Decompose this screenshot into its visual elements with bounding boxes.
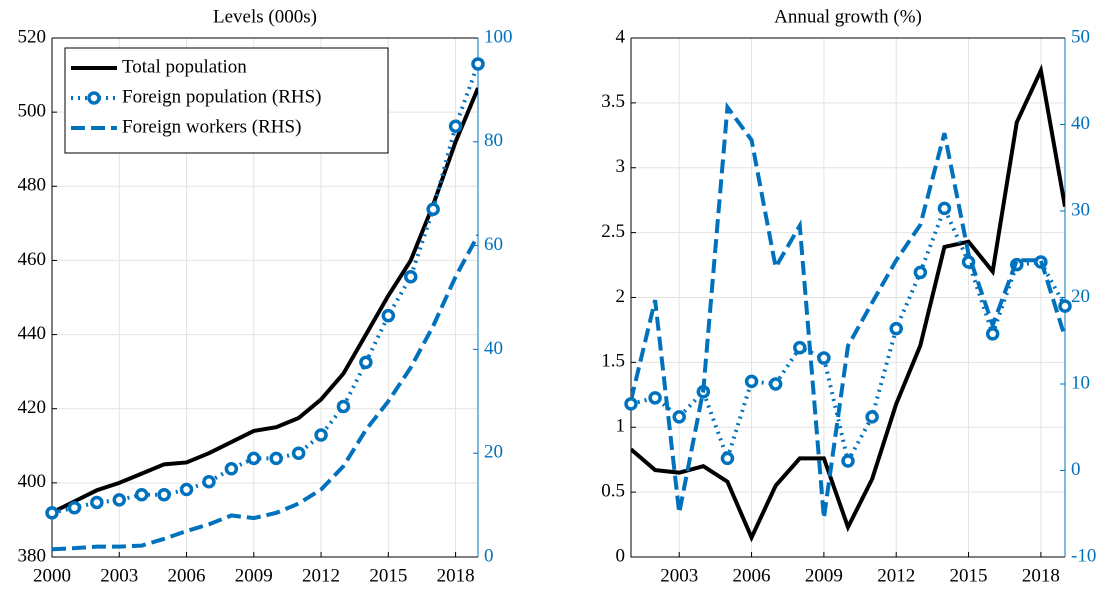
series-marker <box>67 500 82 515</box>
series-marker <box>426 202 440 217</box>
axis-box <box>51 37 478 558</box>
legend-label: Total population <box>122 56 247 77</box>
y2-tick-label: 40 <box>1071 113 1090 134</box>
y2-tick-label: 100 <box>484 26 513 47</box>
series-marker <box>247 451 261 466</box>
series-line <box>52 234 478 552</box>
series-marker <box>179 482 194 497</box>
series-marker <box>202 474 216 489</box>
chart-title: Levels (000s) <box>213 6 317 27</box>
series-marker <box>672 410 686 424</box>
series-marker <box>403 269 418 284</box>
series-line <box>52 87 478 515</box>
series-marker <box>865 410 879 424</box>
series-marker <box>336 399 351 414</box>
y2-tick-label: 80 <box>484 130 503 151</box>
y-tick-label: 3 <box>616 156 626 177</box>
series-marker <box>359 355 373 370</box>
series-marker <box>889 321 903 336</box>
y-tick-label: 420 <box>18 397 47 418</box>
y-tick-label: 0.5 <box>601 480 625 501</box>
legend-label: Foreign workers (RHS) <box>122 116 301 137</box>
series-marker <box>768 377 783 391</box>
series-marker <box>448 119 463 133</box>
panel: Annual growth (%)2003 2006 2009 2012 2015 201… <box>601 6 1096 586</box>
x-tick-label: 2012 <box>877 565 915 586</box>
series-marker <box>269 451 283 466</box>
y-tick-label: 440 <box>18 323 47 344</box>
y-tick-label: 2.5 <box>601 221 625 242</box>
y-tick-label: 1 <box>616 416 626 437</box>
y-tick-label: 2 <box>616 286 626 307</box>
x-tick-label: 2003 <box>660 565 698 586</box>
y-tick-label: 4 <box>616 26 626 47</box>
y2-tick-label: 50 <box>1071 26 1090 47</box>
y2-tick-label: 40 <box>484 338 503 359</box>
axis-box <box>630 37 1065 558</box>
x-tick-label: 2015 <box>950 565 988 586</box>
series-marker <box>744 374 759 389</box>
series-marker <box>134 487 149 502</box>
series-marker <box>112 493 127 507</box>
y2-tick-label: 10 <box>1071 372 1090 393</box>
series-marker <box>937 201 952 216</box>
y-tick-label: 380 <box>18 545 47 566</box>
series-marker <box>793 340 807 355</box>
y2-tick-label: 20 <box>484 442 503 463</box>
y2-tick-label: 30 <box>1071 199 1090 220</box>
panel: Levels (000s)2000 2003 2006 2009 2012 2015 201… <box>18 6 513 586</box>
x-tick-label: 2012 <box>302 565 340 586</box>
series-marker <box>314 428 328 442</box>
x-tick-label: 2018 <box>437 565 475 586</box>
series-marker <box>720 451 735 466</box>
x-tick-label: 2006 <box>168 565 206 586</box>
series-marker <box>291 446 306 460</box>
series-marker <box>471 57 485 71</box>
series-marker <box>648 391 662 405</box>
x-tick-label: 2009 <box>805 565 843 586</box>
y2-tick-label: -10 <box>1071 545 1096 566</box>
series-marker <box>157 487 171 502</box>
y2-tick-label: 60 <box>484 234 503 255</box>
series-marker <box>913 265 928 280</box>
series-marker <box>841 454 855 468</box>
y-tick-label: 520 <box>18 26 47 47</box>
y-tick-label: 460 <box>18 249 47 270</box>
x-tick-label: 2000 <box>33 565 71 586</box>
series-marker <box>45 506 59 520</box>
x-tick-label: 2015 <box>369 565 407 586</box>
legend-box <box>64 47 389 154</box>
series-line <box>631 101 1065 519</box>
y-tick-label: 500 <box>18 101 47 122</box>
chart-title: Annual growth (%) <box>774 6 922 27</box>
y-tick-label: 1.5 <box>601 351 625 372</box>
y-tick-label: 3.5 <box>601 91 625 112</box>
y-tick-label: 400 <box>18 471 47 492</box>
legend-label: Foreign population (RHS) <box>122 86 322 107</box>
y2-tick-label: 0 <box>1071 459 1081 480</box>
y2-tick-label: 0 <box>484 545 494 566</box>
x-tick-label: 2003 <box>100 565 138 586</box>
x-tick-label: 2006 <box>733 565 771 586</box>
series-line <box>631 63 1065 543</box>
x-tick-label: 2018 <box>1022 565 1060 586</box>
series-marker <box>381 308 396 323</box>
y2-tick-label: 20 <box>1071 286 1090 307</box>
series-marker <box>1058 299 1072 313</box>
y-tick-label: 480 <box>18 175 47 196</box>
y-tick-label: 0 <box>616 545 626 566</box>
series-marker <box>817 351 831 365</box>
legend-marker <box>87 91 101 105</box>
x-tick-label: 2009 <box>235 565 273 586</box>
series-marker <box>90 495 104 510</box>
series-marker <box>224 462 239 476</box>
